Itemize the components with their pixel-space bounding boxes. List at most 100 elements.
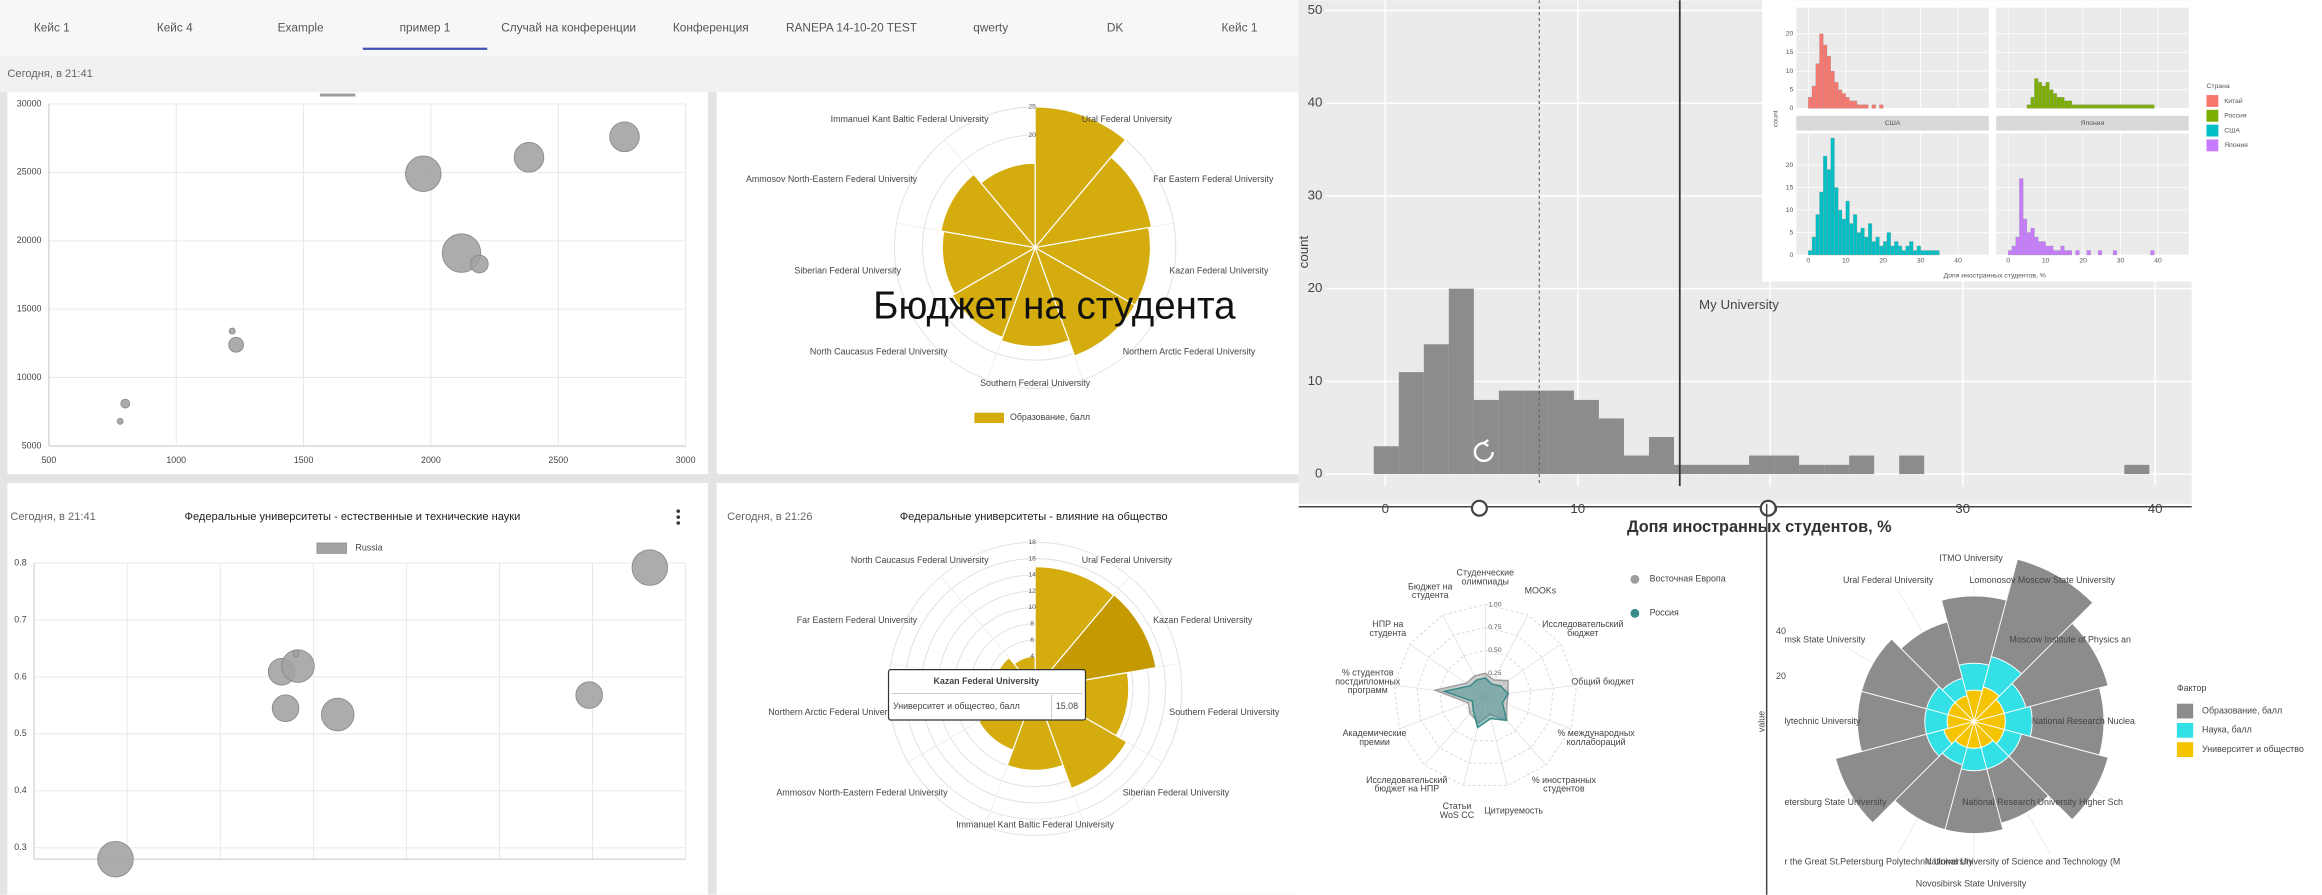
- tab[interactable]: DK: [1107, 21, 1124, 35]
- wedge: [941, 230, 1037, 295]
- bar: [1815, 214, 1820, 256]
- bar: [1398, 372, 1424, 475]
- bar: [2120, 104, 2125, 109]
- bar: [1916, 245, 1921, 256]
- bar: [2045, 82, 2050, 109]
- bubble: [228, 336, 244, 353]
- bar: [2124, 104, 2129, 109]
- bubble: [575, 681, 603, 709]
- legend-label: Образование, балл: [1010, 412, 1090, 422]
- bar: [2034, 78, 2039, 109]
- category-label: Академические: [1343, 728, 1407, 738]
- category-label: Siberian Federal University: [794, 266, 901, 276]
- timestamp: Сегодня, в 21:26: [727, 511, 812, 523]
- category-label: North Caucasus Federal University: [851, 555, 989, 565]
- bar: [1871, 104, 1876, 109]
- bar: [1823, 155, 1828, 256]
- bar: [2008, 250, 2013, 256]
- category-label: etersburg State University: [1784, 797, 1887, 807]
- y-axis-title: value: [1757, 711, 1767, 732]
- slider-handle[interactable]: [1759, 499, 1777, 517]
- bar: [2075, 250, 2080, 256]
- bar: [2038, 241, 2043, 256]
- y-tick-label: 15: [1786, 49, 1794, 56]
- tab[interactable]: Кейс 1: [1222, 21, 1258, 35]
- y-tick-label: 5: [1790, 229, 1794, 236]
- tab[interactable]: пример 1: [400, 21, 451, 35]
- tab[interactable]: RANEPA 14-10-20 TEST: [786, 21, 917, 35]
- legend-fragment: [319, 93, 356, 97]
- bar: [1860, 227, 1865, 256]
- category-label: Far Eastern Federal University: [1153, 174, 1274, 184]
- bar: [1898, 245, 1903, 256]
- bar: [1886, 232, 1891, 256]
- refresh-icon[interactable]: [1473, 439, 1494, 462]
- bar: [1423, 344, 1449, 475]
- bar: [2041, 85, 2046, 109]
- y-tick-label: 20: [1776, 671, 1786, 681]
- y-tick-label: 20000: [17, 235, 42, 245]
- bar: [2030, 227, 2035, 256]
- y-tick-label: 0.6: [14, 671, 26, 681]
- legend-title: Фактор: [2177, 683, 2207, 693]
- bar: [1864, 236, 1869, 256]
- category-label: Бюджет на: [1408, 581, 1452, 591]
- bar: [1830, 137, 1835, 256]
- tooltip-label: Университет и общество, балл: [893, 701, 1020, 711]
- bar: [2105, 104, 2110, 109]
- y-tick-label: 15: [1786, 184, 1794, 191]
- category-label: Novosibirsk State University: [1916, 879, 2027, 889]
- bar: [1523, 390, 1549, 475]
- wedge: [951, 246, 1037, 339]
- bar: [1834, 187, 1839, 256]
- menu-dot[interactable]: [676, 521, 681, 525]
- category-label: WoS CC: [1440, 810, 1475, 820]
- tick-label: 0.50: [1488, 647, 1501, 654]
- bar: [1875, 236, 1880, 256]
- grid-ring: [1416, 626, 1555, 764]
- legend-label: Япония: [2224, 142, 2248, 149]
- bar: [2086, 104, 2091, 109]
- facet-background: [1996, 7, 2189, 109]
- tab[interactable]: Конференция: [673, 21, 749, 35]
- category-label: ITMO University: [1939, 553, 2003, 563]
- tab[interactable]: Случай на конференции: [501, 21, 636, 35]
- bar: [2026, 104, 2031, 109]
- bar: [1826, 56, 1831, 109]
- slider-handle[interactable]: [1470, 499, 1488, 517]
- bar: [2038, 82, 2043, 109]
- category-label: Ammosov North-Eastern Federal University: [746, 174, 918, 184]
- category-label: Northern Arctic Federal University: [768, 707, 901, 717]
- legend-label: Университет и общество: [2202, 744, 2304, 754]
- tab[interactable]: Кейс 4: [157, 21, 193, 35]
- bar: [2150, 104, 2155, 109]
- category-label: Ural Federal University: [1082, 114, 1173, 124]
- bar: [1598, 418, 1624, 475]
- tick-label: 12: [1028, 588, 1036, 595]
- y-tick-label: 5: [1790, 87, 1794, 94]
- menu-dot[interactable]: [676, 509, 681, 513]
- menu-button[interactable]: [676, 509, 681, 525]
- bar: [1819, 33, 1824, 109]
- bar: [2052, 93, 2058, 109]
- bar: [1864, 104, 1869, 109]
- bar: [1841, 93, 1846, 109]
- category-label: студента: [1412, 590, 1449, 600]
- bar: [1373, 446, 1399, 475]
- category-label: бюджет: [1567, 628, 1598, 638]
- x-tick-label: 30: [1955, 501, 1970, 516]
- active-tab-indicator: [362, 47, 488, 50]
- menu-dot[interactable]: [676, 515, 681, 519]
- stacked-wedge: [1834, 733, 1940, 824]
- timestamp: Сегодня, в 21:41: [10, 511, 95, 523]
- tab[interactable]: Example: [278, 21, 324, 35]
- bar: [1894, 241, 1899, 256]
- wedge: [980, 162, 1036, 250]
- category-label: Immanuel Kant Baltic Federal University: [831, 114, 989, 124]
- tab[interactable]: qwerty: [973, 21, 1008, 35]
- tab[interactable]: Кейс 1: [34, 21, 70, 35]
- bar: [1573, 399, 1599, 475]
- overlay-text: Бюджет на студента: [873, 284, 1236, 327]
- stacked-wedge: [1990, 558, 2094, 675]
- bar: [2056, 97, 2061, 109]
